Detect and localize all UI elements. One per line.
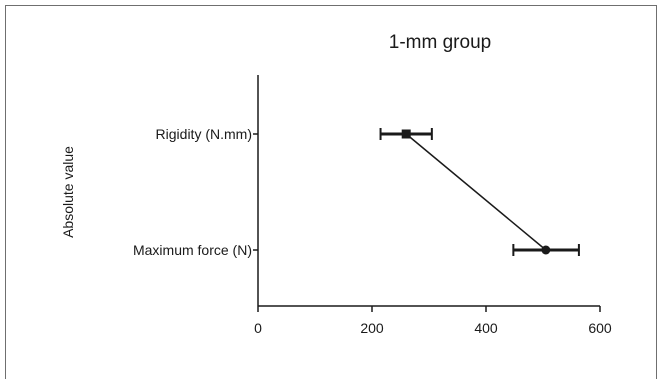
x-tick-label: 0 bbox=[254, 320, 262, 336]
y-axis-label: Absolute value bbox=[60, 146, 76, 238]
chart-title: 1-mm group bbox=[389, 32, 491, 53]
data-marks bbox=[379, 128, 580, 256]
data-point-square bbox=[401, 129, 411, 139]
x-tick-label: 400 bbox=[474, 320, 498, 336]
axes: 0 200 400 600 Rigidity (N.mm) Maximum force (… bbox=[133, 75, 612, 336]
x-tick-label: 600 bbox=[588, 320, 612, 336]
chart-frame bbox=[5, 5, 657, 379]
y-category-label: Maximum force (N) bbox=[133, 242, 252, 258]
y-category-label: Rigidity (N.mm) bbox=[156, 126, 252, 142]
x-tick-label: 200 bbox=[360, 320, 384, 336]
series-line bbox=[405, 133, 547, 251]
data-point-circle bbox=[541, 245, 551, 255]
